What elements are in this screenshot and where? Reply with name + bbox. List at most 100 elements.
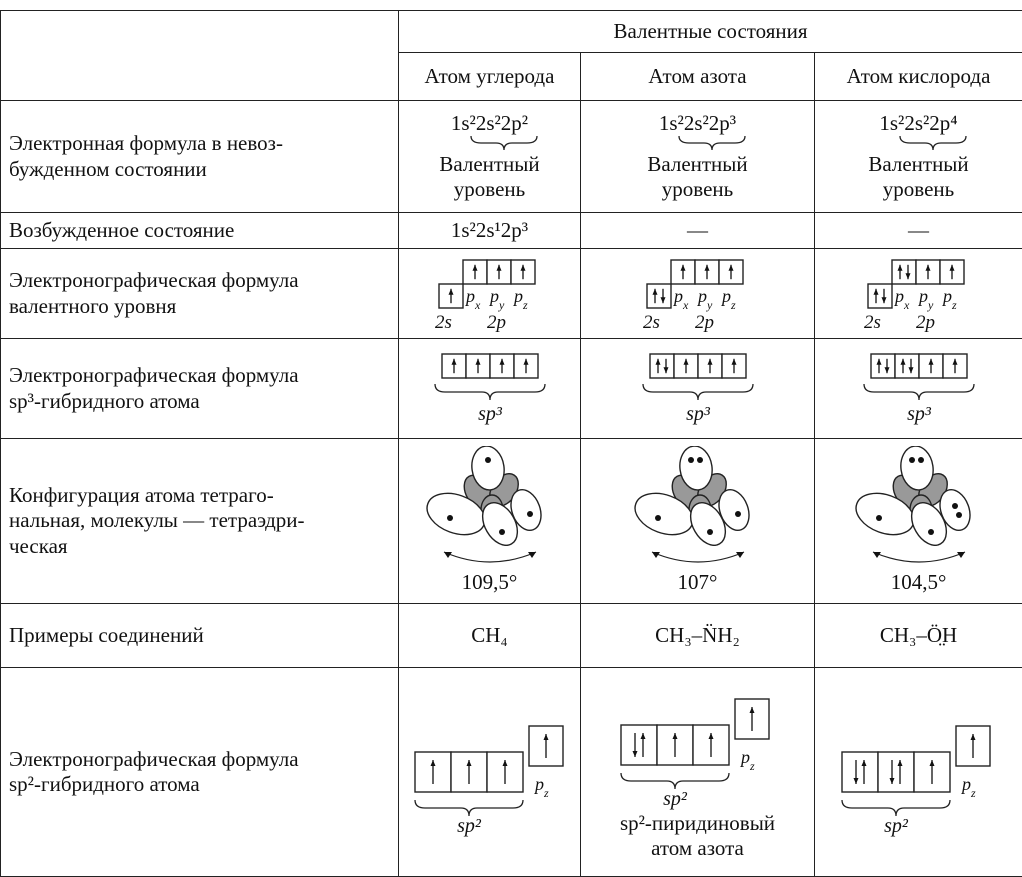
row-label: Возбужденное состояние [1,213,399,249]
column-header: Атом углерода [399,53,581,101]
diagram [839,446,999,570]
brace [471,136,537,150]
orbital-base: p [720,286,731,306]
level-label: 2s [435,312,452,333]
row-label: Электронная формула в невоз- бужденном с… [1,101,399,213]
angle: 107° [589,570,806,595]
diagram [410,446,570,570]
level-label: 2p [487,312,506,333]
cell: pz sp² [399,668,581,877]
level-label: 2p [695,312,714,333]
orbital-sub: y [706,298,713,312]
orbital-base: p [533,774,544,794]
row-label: Электронографическая формула sp³-гибридн… [1,339,399,439]
electron [499,529,505,535]
electron [735,511,741,517]
hybrid-label: sp³ [686,403,711,425]
orbital-box [871,354,895,378]
hybrid-label: sp² [457,815,482,837]
orbital-box [895,354,919,378]
corner-cell [1,11,399,101]
row: Конфигурация атома тетраго- нальная, мол… [1,439,1022,604]
brace [435,384,545,400]
orbital-box [842,752,878,792]
orbital-label: px [464,286,481,312]
orbital-base: p [696,286,707,306]
row-label: Конфигурация атома тетраго- нальная, мол… [1,439,399,604]
brace [415,800,523,816]
row-label: Примеры соединений [1,604,399,668]
note: Валентный уровень [823,152,1014,202]
orbital-sub: x [474,298,481,312]
orbital-sub: z [730,298,736,312]
level-label: 2s [643,312,660,333]
formula: 1s²2s²2p³ [589,111,806,136]
electron [956,512,962,518]
row: Электронная формула в невоз- бужденном с… [1,101,1022,213]
cell: CH₃–N̈H₂ [581,604,815,668]
row: Электронографическая формула валентного … [1,249,1022,339]
cell: — [581,213,815,249]
group-header: Валентные состояния [399,11,1022,53]
orbital-sub: x [682,298,689,312]
orbital-base: p [917,286,928,306]
cell: 1s²2s²2p³ Валентный уровень [581,101,815,213]
orbital-base: p [960,774,971,794]
level-label: 2p [916,312,935,333]
orbital-label: pz [941,286,957,312]
diagram: sp³ [854,350,984,428]
orbital-base: p [739,747,750,767]
brace [842,800,950,816]
electron [697,457,703,463]
orbital-label: pz [960,774,976,800]
orbital-sub: y [498,298,505,312]
orbital-sub: z [522,298,528,312]
orbital-lobes [421,444,546,551]
orbital-box [878,752,914,792]
angle: 104,5° [823,570,1014,595]
note: Валентный уровень [589,152,806,202]
angle-arc [444,552,536,562]
hybrid-label: sp² [663,788,688,810]
hybrid-label: sp³ [478,403,503,425]
electron [909,457,915,463]
row-label: Электронографическая формула валентного … [1,249,399,339]
hybrid-label: sp² [884,815,909,837]
orbital-label: px [672,286,689,312]
angle: 109,5° [407,570,572,595]
cell: CH₃–Ö̤H [815,604,1022,668]
electron [707,529,713,535]
orbital-sub: x [903,298,910,312]
note: Валентный уровень [407,152,572,202]
orbital-sub: y [927,298,934,312]
orbital-base: p [464,286,475,306]
cell: sp³ [399,339,581,439]
angle-arc [652,552,744,562]
orbital-base: p [893,286,904,306]
column-header: Атом кислорода [815,53,1022,101]
note: sp²-пиридиновый атом азота [589,811,806,861]
column-header: Атом азота [581,53,815,101]
orbital-base: p [941,286,952,306]
orbital-base: p [512,286,523,306]
brace [643,384,753,400]
orbital-sub: z [543,786,549,800]
electron [527,511,533,517]
electron [918,457,924,463]
orbital-label: py [488,286,505,312]
orbital-base: p [488,286,499,306]
diagram: sp³ [633,350,763,428]
electron [688,457,694,463]
